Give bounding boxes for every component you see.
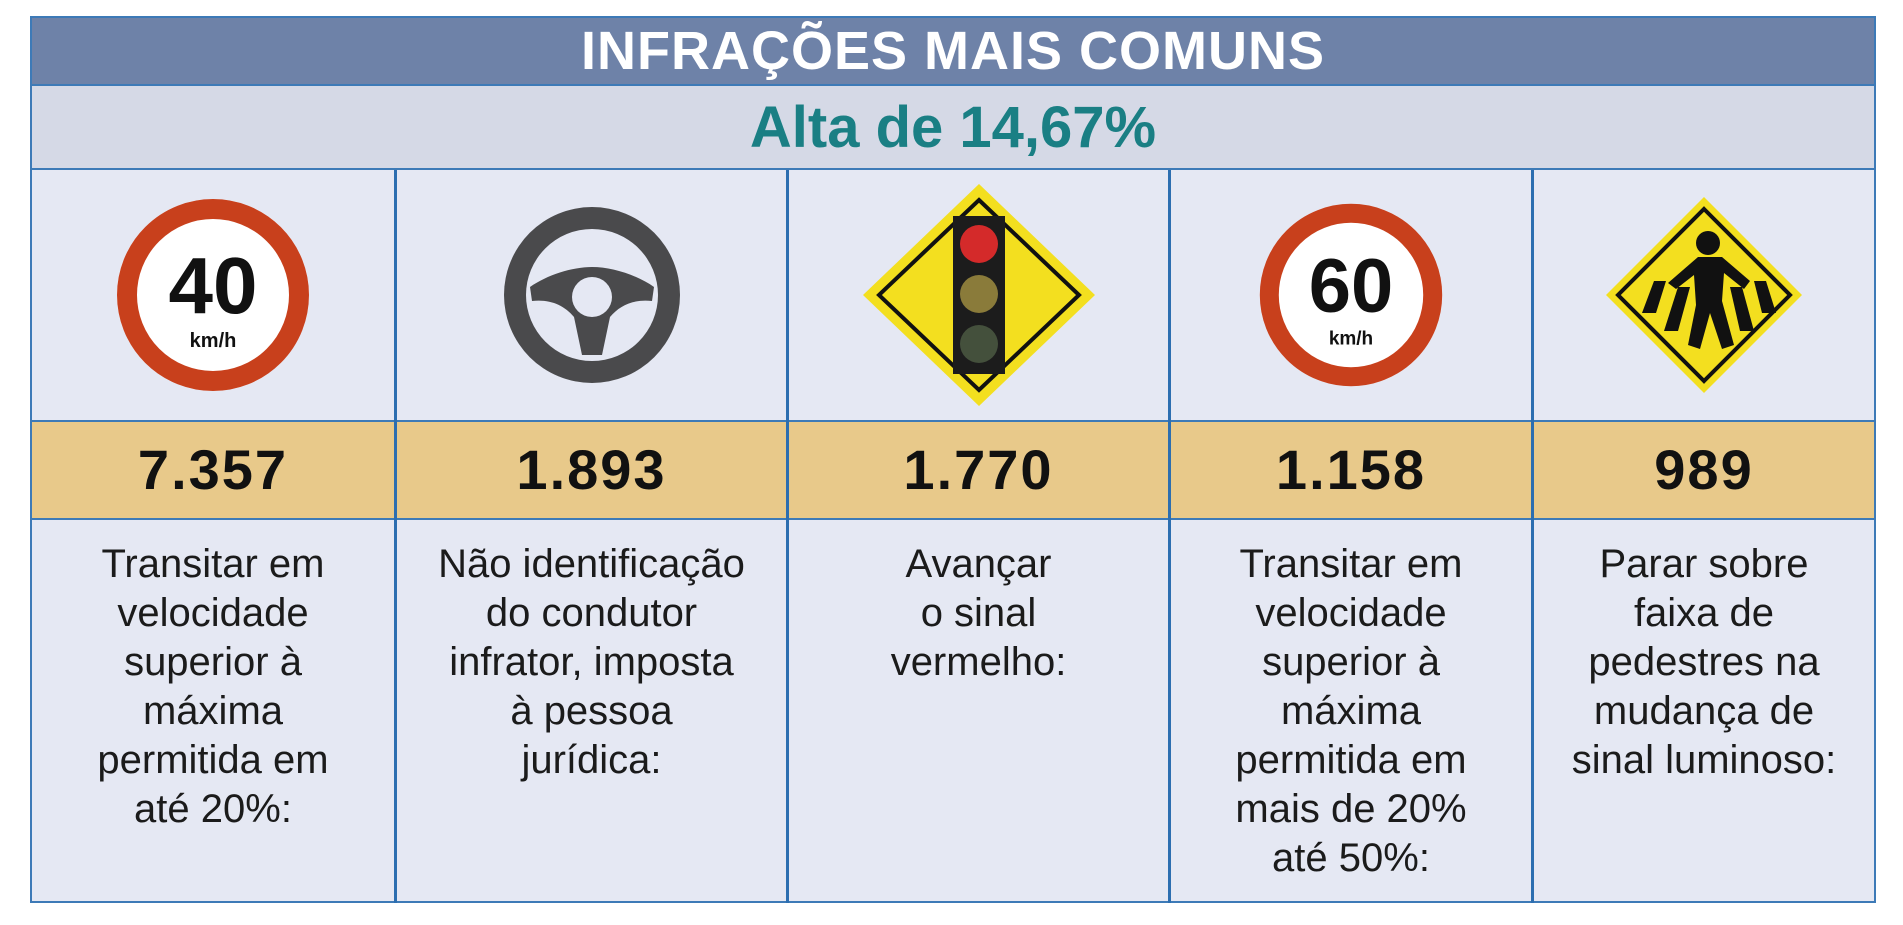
infraction-description: Não identificação do condutor infrator, … bbox=[438, 542, 745, 782]
speed-limit-60-icon: 60 km/h bbox=[1259, 203, 1443, 387]
pedestrian-crossing-sign-icon bbox=[1606, 197, 1802, 393]
infraction-column: 40 km/h 7.357 Transitar em velocidade su… bbox=[32, 170, 394, 903]
speed-number: 60 bbox=[1309, 244, 1394, 329]
speed-number: 40 bbox=[169, 241, 258, 330]
infraction-column: 1.770 Avançar o sinal vermelho: bbox=[786, 170, 1168, 903]
infraction-count: 7.357 bbox=[32, 420, 394, 520]
icon-area: 60 km/h bbox=[1171, 170, 1531, 420]
speed-limit-40-icon: 40 km/h bbox=[117, 199, 309, 391]
infraction-column: 989 Parar sobre faixa de pedestres na mu… bbox=[1531, 170, 1874, 903]
infraction-column: 1.893 Não identificação do condutor infr… bbox=[394, 170, 786, 903]
speed-unit: km/h bbox=[1329, 328, 1373, 349]
icon-area: 40 km/h bbox=[32, 170, 394, 420]
infraction-description: Transitar em velocidade superior à máxim… bbox=[97, 542, 329, 831]
infraction-count: 1.893 bbox=[397, 420, 786, 520]
icon-area bbox=[1534, 170, 1874, 420]
icon-area bbox=[789, 170, 1168, 420]
infraction-description: Parar sobre faixa de pedestres na mudanç… bbox=[1571, 542, 1837, 782]
icon-area bbox=[397, 170, 786, 420]
subtitle: Alta de 14,67% bbox=[32, 84, 1874, 170]
infraction-count: 989 bbox=[1534, 420, 1874, 520]
title: INFRAÇÕES MAIS COMUNS bbox=[32, 18, 1874, 84]
infraction-count: 1.158 bbox=[1171, 420, 1531, 520]
infraction-description: Transitar em velocidade superior à máxim… bbox=[1235, 542, 1467, 880]
infraction-description: Avançar o sinal vermelho: bbox=[890, 542, 1067, 684]
speed-unit: km/h bbox=[190, 330, 237, 352]
infractions-columns: 40 km/h 7.357 Transitar em velocidade su… bbox=[32, 170, 1874, 903]
infraction-column: 60 km/h 1.158 Transitar em velocidade su… bbox=[1168, 170, 1531, 903]
steering-wheel-icon bbox=[503, 207, 680, 383]
infographic: INFRAÇÕES MAIS COMUNS Alta de 14,67% 40 … bbox=[30, 16, 1876, 903]
infraction-count: 1.770 bbox=[789, 420, 1168, 520]
traffic-light-sign-icon bbox=[862, 184, 1095, 406]
